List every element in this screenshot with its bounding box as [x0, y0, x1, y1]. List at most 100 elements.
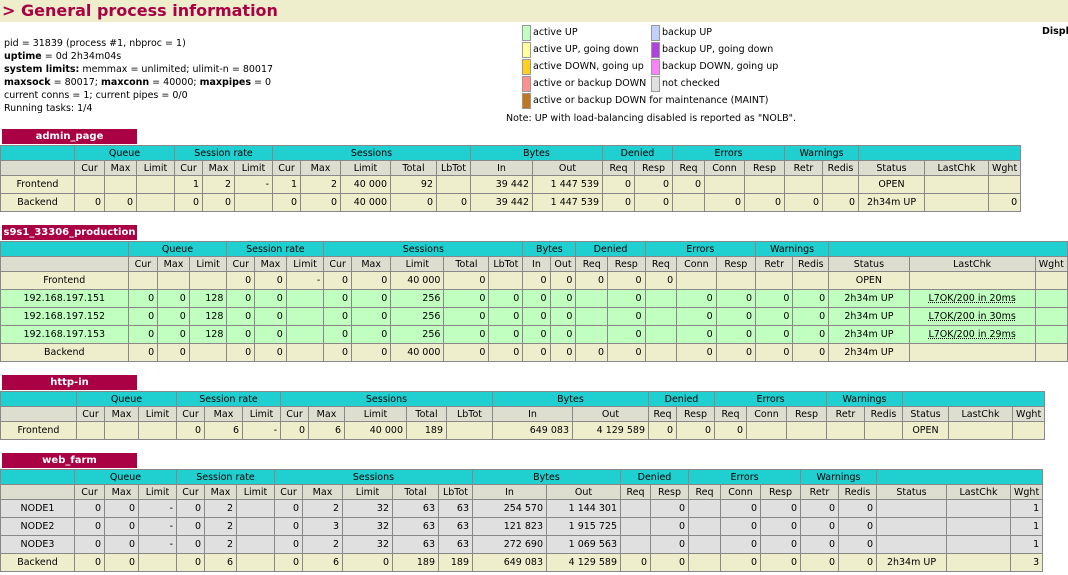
table-cell [755, 271, 794, 290]
column-header: LastChk [908, 256, 1036, 272]
proxy-title-admin_page[interactable]: admin_page [2, 129, 137, 144]
table-cell: 6 [204, 553, 237, 572]
table-cell: 0 [104, 499, 139, 518]
table-cell [285, 343, 325, 362]
column-header: Max [104, 160, 137, 176]
table-cell [1034, 289, 1068, 308]
table-cell: 0 [575, 343, 609, 362]
column-header: Resp [744, 160, 785, 176]
row-name: NODE1 [0, 499, 75, 518]
column-header: Total [443, 256, 490, 272]
table-cell: 0 [522, 307, 551, 326]
table-cell [136, 193, 175, 212]
column-header: Limit [340, 160, 391, 176]
table-cell [285, 307, 325, 326]
table-cell: 0 [74, 535, 105, 554]
table-cell [946, 553, 1011, 572]
column-header: Req [575, 256, 609, 272]
table-row: NODE1 0 0-0 2 0 2 32 63 63 254 570 1 144 301 0 0 0 0 0 1 [0, 499, 1044, 518]
table-cell: 0 [800, 517, 839, 536]
table-cell [822, 175, 859, 194]
table-cell [1034, 325, 1068, 344]
table-cell [136, 175, 175, 194]
table-cell: 0 [443, 307, 490, 326]
column-header: Wght [1034, 256, 1068, 272]
table-cell: 0 [987, 193, 1022, 212]
table-cell: 0 [226, 307, 256, 326]
column-header: In [470, 160, 533, 176]
table-cell: 2 [204, 517, 237, 536]
column-header: Out [549, 256, 577, 272]
table-cell: 649 083 [492, 421, 573, 440]
table-cell: 0 [602, 193, 635, 212]
table-cell [234, 193, 273, 212]
table-cell: 0 [838, 553, 877, 572]
legend-swatch [651, 76, 660, 92]
group-header-server [857, 145, 1022, 161]
table-cell: 4 129 589 [572, 421, 649, 440]
table-cell: L7OK/200 in 20ms [908, 289, 1036, 308]
column-header: Resp [760, 484, 801, 500]
table-cell: 0 [800, 499, 839, 518]
group-header: Session rate [226, 241, 325, 257]
table-cell [744, 175, 785, 194]
table-cell [446, 421, 493, 440]
table-cell: 0 [488, 343, 524, 362]
table-cell: 0 [838, 499, 877, 518]
table-cell: 3 [302, 517, 343, 536]
process-info: pid = 31839 (process #1, nbproc = 1) upt… [4, 37, 273, 115]
column-header: LastChk [946, 484, 1011, 500]
info-system-limits: system limits: memmax = unlimited; ulimi… [4, 64, 274, 75]
page-title: > General process information [0, 0, 1068, 22]
table-cell: 0 [760, 499, 801, 518]
table-cell: 0 [127, 343, 159, 362]
proxy-title-http-in[interactable]: http-in [2, 375, 137, 390]
table-cell [924, 175, 989, 194]
row-name: 192.168.197.153 [0, 325, 129, 344]
row-name: Backend [0, 343, 129, 362]
proxy-title-web_farm[interactable]: web_farm [2, 453, 137, 468]
table-cell: 0 [715, 325, 757, 344]
table-cell: 0 [127, 289, 159, 308]
group-header: Errors [644, 241, 757, 257]
group-header: Session rate [176, 469, 275, 485]
row-name: 192.168.197.152 [0, 307, 129, 326]
column-header: Limit [136, 160, 175, 176]
table-cell: 4 129 589 [546, 553, 621, 572]
table-cell [104, 175, 137, 194]
table-cell: 0 [792, 325, 830, 344]
table-cell: 32 [342, 517, 393, 536]
group-header: Queue [127, 241, 228, 257]
table-cell [688, 553, 721, 572]
column-header: Req [672, 160, 705, 176]
column-header: Req [648, 406, 677, 422]
table-cell: 0 [755, 325, 794, 344]
table-cell: 189 [438, 553, 473, 572]
column-header: Limit [236, 484, 275, 500]
column-header: Out [546, 484, 621, 500]
group-header: Errors [714, 391, 827, 407]
table-cell [908, 343, 1036, 362]
column-header: Req [714, 406, 747, 422]
table-cell: 1 [1009, 517, 1044, 536]
table-cell: 1 144 301 [546, 499, 621, 518]
table-cell: 0 [744, 193, 785, 212]
column-header: Wght [987, 160, 1022, 176]
proxy-title-s9s1_33306_production[interactable]: s9s1_33306_production [2, 225, 137, 240]
table-cell: 0 [176, 499, 205, 518]
column-header: Limit [188, 256, 228, 272]
legend-swatch [522, 93, 531, 109]
table-cell [1034, 271, 1068, 290]
table-cell: 0 [522, 271, 551, 290]
table-cell: 63 [438, 517, 473, 536]
legend-item: backup UP, going down [651, 42, 773, 58]
table-cell [236, 535, 275, 554]
table-cell: 2h34m UP [858, 193, 925, 212]
table-cell: 0 [436, 193, 471, 212]
table-cell: 0 [549, 271, 577, 290]
legend-swatch [522, 42, 531, 58]
column-header: Resp [715, 256, 757, 272]
group-header: Warnings [800, 469, 877, 485]
column-header: Total [390, 160, 437, 176]
column-header: Cur [74, 484, 105, 500]
